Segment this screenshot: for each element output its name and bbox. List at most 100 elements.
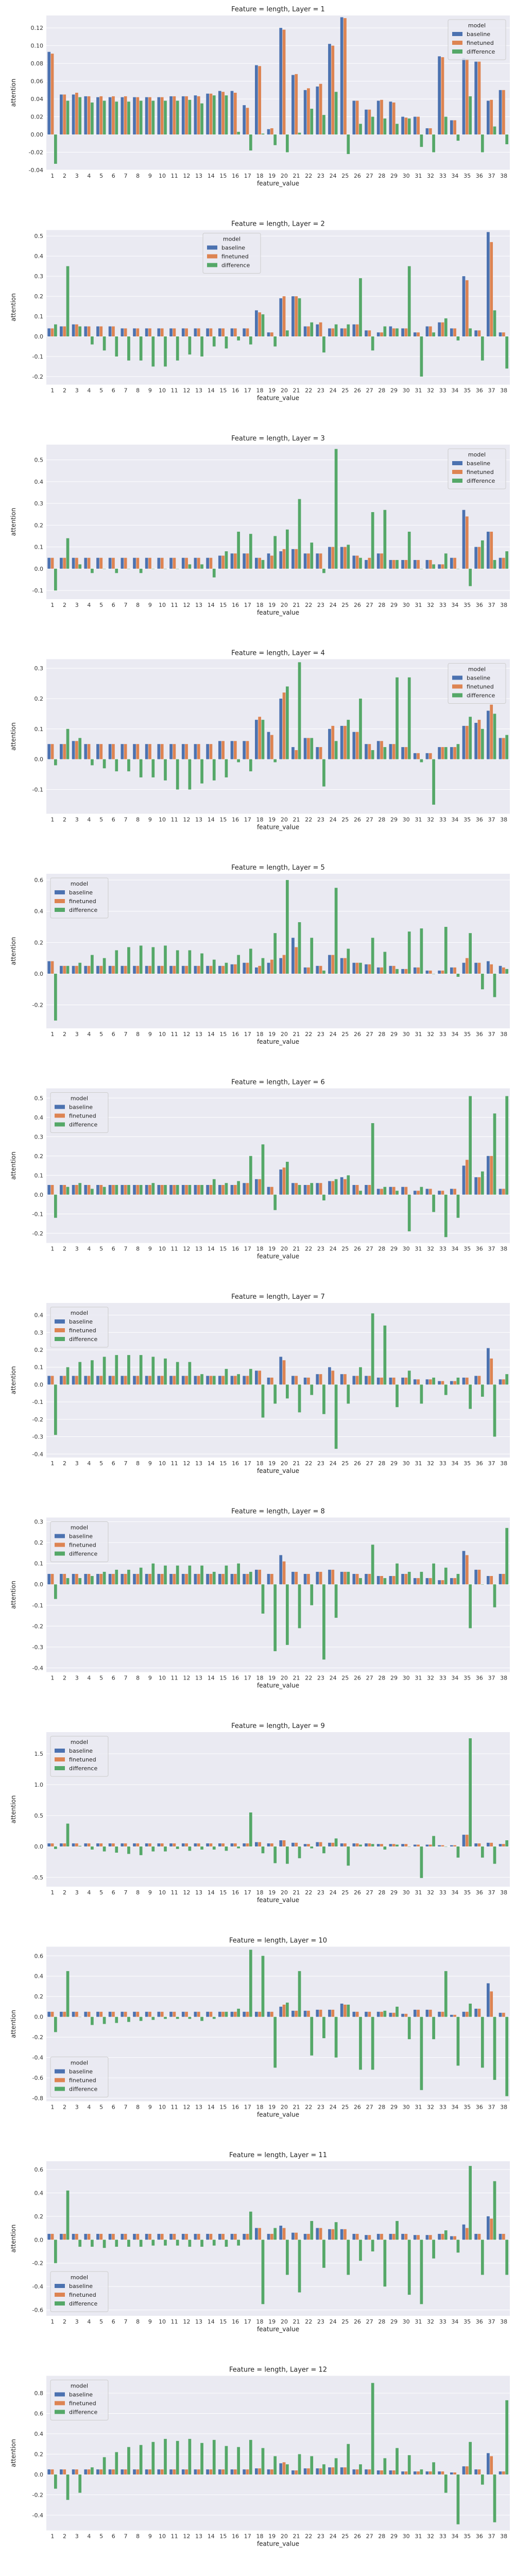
bar-difference: [469, 568, 472, 586]
bar-finetuned: [136, 2469, 140, 2475]
x-tick-label: 37: [488, 2533, 495, 2540]
bar-difference: [286, 529, 289, 569]
bar-difference: [359, 2016, 362, 2070]
bar-baseline: [194, 557, 197, 569]
bar-baseline: [72, 2233, 75, 2240]
bar-difference: [407, 2455, 411, 2475]
x-tick-label: 29: [390, 387, 398, 394]
x-tick-label: 5: [99, 602, 103, 608]
bar-difference: [91, 759, 94, 766]
bar-finetuned: [465, 59, 469, 135]
x-tick-label: 1: [50, 2318, 54, 2325]
x-tick-label: 28: [378, 1675, 385, 1682]
bar-finetuned: [428, 970, 432, 974]
legend-entry-finetuned: finetuned: [69, 898, 96, 905]
bar-baseline: [438, 1845, 441, 1846]
x-tick-label: 14: [208, 1460, 215, 1467]
bar-baseline: [194, 965, 197, 974]
bar-difference: [273, 336, 277, 347]
bar-difference: [420, 1187, 423, 1195]
bar-difference: [176, 336, 179, 361]
bar-finetuned: [270, 555, 273, 569]
chart-panel-layer-5: Feature = length, Layer = 5-0.20.00.20.4…: [10, 864, 510, 1045]
bar-baseline: [60, 1185, 63, 1195]
bar-finetuned: [441, 1191, 444, 1195]
x-tick-label: 14: [208, 2318, 215, 2325]
bar-finetuned: [282, 955, 286, 974]
bar-baseline: [462, 1551, 466, 1585]
y-tick-label: 0.06: [31, 78, 44, 85]
bar-finetuned: [344, 2005, 347, 2017]
bar-finetuned: [270, 1573, 273, 1585]
bar-difference: [396, 2448, 399, 2475]
y-tick-label: -0.1: [32, 1211, 43, 1217]
bar-finetuned: [441, 2011, 444, 2017]
x-tick-label: 15: [219, 1460, 227, 1467]
y-tick-label: 1.5: [35, 1751, 44, 1757]
bar-baseline: [401, 1187, 404, 1195]
bar-difference: [54, 2474, 57, 2489]
bar-difference: [371, 1844, 374, 1846]
bar-baseline: [243, 2011, 246, 2017]
legend-entry-difference: difference: [69, 907, 97, 913]
x-tick-label: 38: [500, 1675, 507, 1682]
bar-difference: [383, 2240, 387, 2287]
bar-finetuned: [380, 1189, 383, 1195]
bar-baseline: [121, 1843, 124, 1846]
legend-title: model: [71, 1739, 88, 1745]
x-tick-label: 15: [219, 2533, 227, 2540]
bar-baseline: [425, 2009, 429, 2017]
x-tick-label: 34: [451, 1031, 458, 1038]
bar-difference: [200, 2240, 203, 2247]
bar-difference: [54, 973, 57, 1021]
bar-finetuned: [282, 296, 286, 336]
bar-finetuned: [295, 2010, 298, 2017]
bar-difference: [212, 336, 216, 347]
bar-baseline: [303, 326, 307, 336]
bar-difference: [54, 568, 57, 591]
bar-baseline: [133, 1376, 136, 1385]
bar-baseline: [279, 2463, 283, 2475]
bar-finetuned: [344, 1571, 347, 1585]
x-tick-label: 8: [136, 1460, 140, 1467]
bar-difference: [273, 1846, 277, 1863]
x-tick-label: 5: [99, 1031, 103, 1038]
bar-difference: [286, 1846, 289, 1864]
bar-difference: [383, 2458, 387, 2475]
bar-finetuned: [392, 102, 396, 135]
bar-finetuned: [404, 747, 408, 759]
x-tick-label: 34: [451, 1246, 458, 1252]
y-tick-label: -0.4: [32, 1665, 43, 1671]
x-tick-label: 36: [476, 1460, 483, 1467]
bar-baseline: [145, 744, 148, 759]
bar-baseline: [425, 970, 429, 974]
y-tick-label: 0.5: [35, 457, 44, 464]
x-tick-label: 27: [366, 1675, 373, 1682]
x-tick-label: 6: [112, 2318, 115, 2325]
bar-finetuned: [428, 753, 432, 759]
bar-baseline: [462, 725, 466, 759]
bar-baseline: [243, 553, 246, 569]
bar-difference: [493, 310, 496, 336]
bar-finetuned: [465, 2011, 469, 2017]
bar-baseline: [450, 1578, 453, 1585]
bar-finetuned: [160, 97, 164, 135]
bar-baseline: [340, 2467, 344, 2475]
bar-difference: [176, 100, 179, 135]
x-tick-label: 4: [87, 2318, 91, 2325]
bar-difference: [139, 759, 143, 777]
bar-baseline: [72, 1376, 75, 1385]
x-tick-label: 10: [159, 1031, 166, 1038]
bar-finetuned: [368, 2235, 371, 2240]
bar-finetuned: [502, 2471, 505, 2475]
bar-difference: [212, 95, 216, 135]
bar-finetuned: [282, 1360, 286, 1385]
legend-entry-finetuned: finetuned: [69, 1113, 96, 1120]
bar-difference: [322, 115, 325, 135]
bar-finetuned: [124, 744, 127, 759]
bar-finetuned: [392, 1844, 396, 1846]
bar-difference: [91, 102, 94, 135]
bar-baseline: [376, 2011, 380, 2017]
x-tick-label: 19: [268, 2104, 276, 2111]
